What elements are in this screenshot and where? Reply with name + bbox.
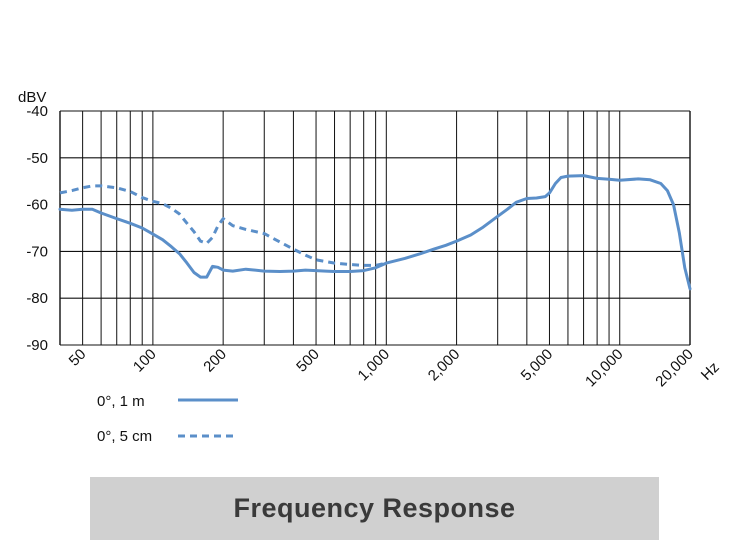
- legend-label-dashed: 0°, 5 cm: [97, 428, 152, 445]
- y-tick-label: -40: [26, 103, 48, 120]
- chart-title: Frequency Response: [233, 493, 516, 523]
- x-tick-label: 10,000: [582, 346, 626, 390]
- y-axis-label: dBV: [18, 89, 46, 106]
- x-tick-label: 2,000: [425, 346, 464, 385]
- chart-series: [58, 174, 692, 291]
- x-tick-label: 100: [130, 346, 160, 376]
- x-tick-label: 5,000: [518, 346, 557, 385]
- x-tick-label: 20,000: [652, 346, 696, 390]
- y-tick-label: -80: [26, 290, 48, 307]
- x-axis-unit-label: Hz: [698, 359, 723, 384]
- y-tick-label: -70: [26, 243, 48, 260]
- series-line-1m: [58, 174, 692, 291]
- y-tick-label: -50: [26, 150, 48, 167]
- x-axis: Hz 50 100 200 500 1,000 2,000 5,000 10,000 20,00…: [66, 346, 723, 390]
- y-tick-label: -90: [26, 337, 48, 354]
- x-tick-label: 500: [293, 346, 323, 376]
- y-axis: dBV -40 -50 -60 -70 -80 -90: [18, 89, 48, 354]
- y-tick-label: -60: [26, 197, 48, 214]
- x-tick-label: 50: [66, 346, 90, 370]
- x-tick-label: 200: [200, 346, 230, 376]
- chart-legend: 0°, 1 m 0°, 5 cm: [97, 393, 238, 445]
- x-tick-label: 1,000: [355, 346, 394, 385]
- legend-label-solid: 0°, 1 m: [97, 393, 145, 410]
- chart-grid: [59, 110, 691, 346]
- chart-title-bar: Frequency Response: [90, 477, 659, 540]
